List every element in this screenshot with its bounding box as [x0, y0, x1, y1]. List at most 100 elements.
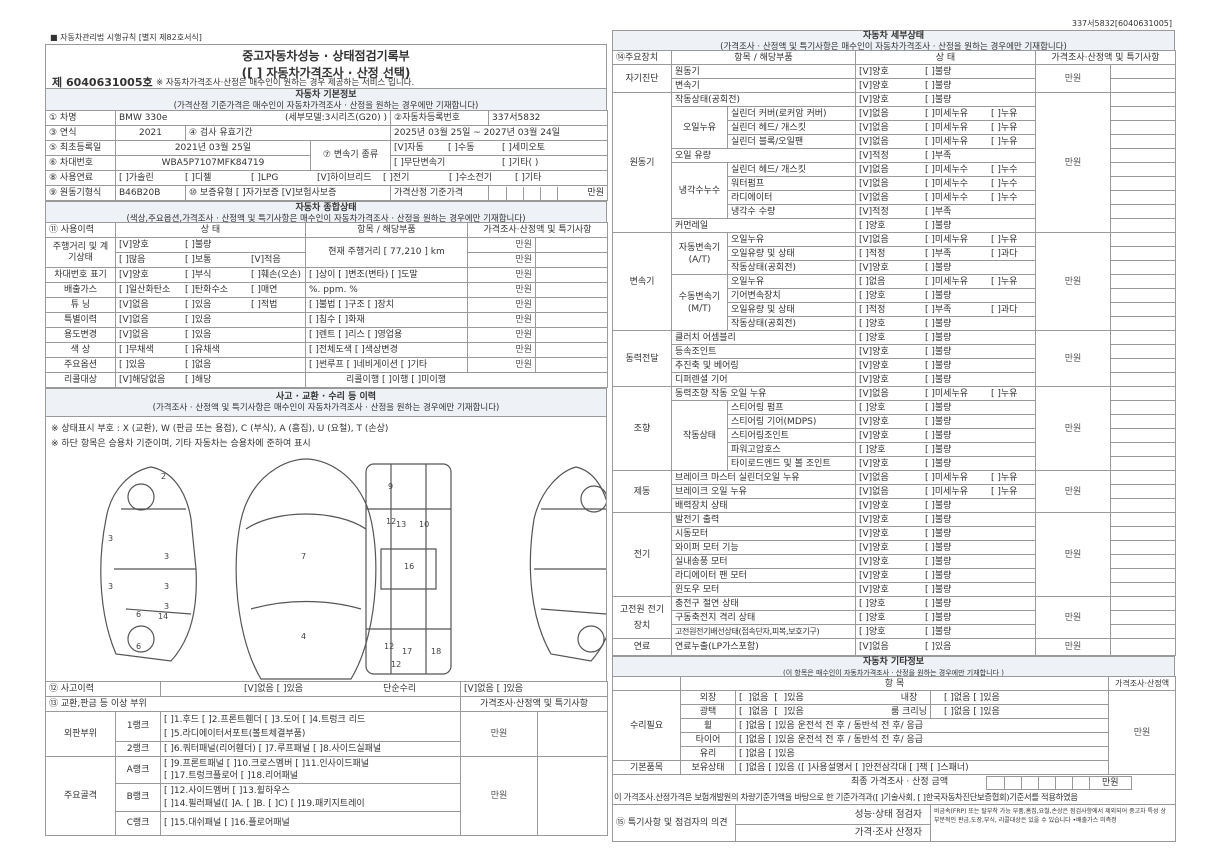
table-row: 수동변속기 (M/T) 오일누유[ ]없음 [ ]미세누유 [ ]누유: [613, 274, 1177, 331]
label: B랭크: [114, 783, 162, 812]
label: 배출가스: [45, 282, 116, 298]
accident-history-value: [V]없음 [ ]있음 단순수리: [160, 681, 462, 697]
notes-cell: [1109, 414, 1177, 429]
option: [ ]불량: [925, 66, 952, 77]
label: 타이어: [680, 732, 736, 747]
table-row: 작동상태(공회전) [V]양호 [ ]불량: [613, 260, 1177, 275]
label: 가격·조사 산정자: [735, 824, 931, 842]
option: [ ]부족: [925, 150, 952, 161]
option: [ ]있음: [185, 329, 212, 340]
option: [ ]있음: [185, 299, 212, 310]
status: [V]양호 [ ]불량: [855, 344, 1036, 359]
option: [V]양호: [859, 360, 889, 371]
notes-cell: [1109, 428, 1177, 443]
section-note: (가격산정 기준가격은 매수인이 자동차가격조사 · 산정을 원하는 경우에만 …: [173, 101, 479, 111]
warranty-type: ⑩ 보증유형 [ ]자가보증 [V]보험사보증: [184, 185, 392, 201]
status: [ ]적정 [ ]부족 [ ]과다: [855, 302, 1036, 317]
section-note: (가격조사 · 산정액 및 특기사항은 매수인이 자동차가격조사 · 산정을 원…: [152, 403, 500, 413]
table-row: 동력전달 클러치 어셈블리[ ]양호 [ ]불량 만원: [612, 330, 1177, 387]
item: 와이퍼 모터 기능: [671, 540, 856, 555]
option: [V]없음: [859, 108, 889, 119]
item: [ ]전체도색 [ ]색상변경: [305, 342, 468, 358]
item: 추진축 및 베어링: [671, 358, 856, 373]
item: 발전기 출력: [671, 512, 856, 527]
item: 브레이크 오일 누유: [671, 484, 856, 499]
section-title: 사고 · 교환 · 수리 등 이력: [275, 392, 377, 402]
item: 워터펌프: [727, 176, 856, 191]
option: [V]양호: [859, 66, 889, 77]
engine-type: B46B20B: [115, 185, 186, 201]
notes-cell: [1109, 610, 1177, 625]
section-note: (가격조사 · 산정액 및 특기사항은 매수인이 자동차가격조사 · 산정을 원…: [720, 42, 1067, 52]
option: [V]없음: [119, 314, 149, 325]
option: [ ]적법: [251, 299, 278, 310]
subcategory-label: 작동상태: [671, 400, 728, 471]
option: [ ]미세누수: [925, 192, 969, 203]
price-basis: 이 가격조사.산정가격은 보험개발원의 차량기준가액을 바탕으로 한 기준가격과…: [611, 790, 1177, 805]
table-row: 변속기 자동변속기 (A/T) 오일누유 [V]없음[ ]미세누유[ ]누유 만원: [612, 232, 1177, 331]
notes-cell: [1109, 568, 1177, 583]
label: ③ 연식: [45, 125, 116, 141]
status: [V]양호 [ ]불량: [855, 568, 1036, 583]
label: 단순수리: [383, 683, 417, 694]
notes-cell: [1109, 288, 1177, 303]
part-number-label: 6: [136, 642, 141, 651]
table-row: 윈도우 모터 [V]양호 [ ]불량: [613, 582, 1177, 597]
notes-cell: [534, 297, 609, 313]
status: [ ]있음 [ ]없음: [115, 357, 306, 373]
part-number-label: 9: [388, 482, 393, 491]
category-label: 동력전달: [612, 330, 672, 387]
notes-cell: [1109, 624, 1177, 639]
label: ① 차명: [45, 110, 116, 126]
label: ⑮ 특기사항 및 점검자의 의견: [612, 804, 736, 842]
price-unit: 만원: [1035, 470, 1111, 513]
status: [V]없음 [ ]미세누유 [ ]누유: [855, 106, 1036, 121]
parts-line: [ ]9.프론트패널 [ ]10.크로스멤버 [ ]11.인사이드패널: [164, 759, 370, 769]
recall-item: 리콜이행 [ ]이행 [ ]미이행: [304, 372, 609, 388]
document-number: 제 6040631005호: [52, 76, 153, 89]
rank2-parts: [ ]6.쿼터패널(리어휀더) [ ]7.루프패널 [ ]8.사이드실패널: [160, 741, 462, 757]
price-unit: 만원: [460, 756, 539, 836]
option: [ ]미세누유: [925, 122, 969, 133]
notes-cell: [1109, 232, 1177, 247]
part-number-label: 3: [108, 582, 113, 591]
item: 오일누유: [727, 232, 856, 247]
label: A랭크: [114, 756, 162, 784]
option: [V]양호: [859, 528, 889, 539]
category-label: 전기: [612, 512, 672, 597]
table-row: 이 가격조사.산정가격은 보험개발원의 차량기준가액을 바탕으로 한 기준가격과…: [611, 790, 1177, 805]
table-row: 가격·조사 산정자: [613, 824, 1176, 842]
notes-cell: [1109, 526, 1177, 541]
option: [V]없음: [119, 299, 149, 310]
notes-cell: [537, 711, 609, 757]
notes-cell: [1109, 596, 1177, 611]
left-page: 중고자동차성능 · 상태점검기록부 ([ ] 자동차가격조사 · 산정 선택) …: [44, 44, 609, 836]
wheel-icon: [127, 625, 155, 653]
option: [ ]많음: [119, 254, 146, 265]
option: [V]양호: [859, 262, 889, 273]
label: 유리: [680, 746, 736, 761]
option: [V]없음: [859, 642, 889, 652]
extra-cell: 룸 크리닝 [ ]없음 [ ]있음: [891, 704, 1110, 719]
status: [V]없음 [ ]미세누유 [ ]누유: [855, 484, 1036, 499]
option: [V]적정: [859, 206, 889, 217]
value: [ ]없음 [ ]있음: [944, 692, 1000, 703]
inspection-period: 2025년 03월 25일 ~ 2027년 03월 24일: [390, 125, 609, 141]
option: [ ]미세누유: [925, 388, 969, 399]
part-number-label: 10: [419, 520, 429, 529]
option: [ ]무단변속기: [394, 157, 446, 168]
recall-status: [V]해당없음 [ ]해당: [115, 372, 306, 388]
notes-cell: [1109, 316, 1177, 331]
accident-history: [V]없음 [ ]있음: [244, 683, 304, 694]
label: 가격산정 기준가격: [390, 185, 490, 201]
table-row: 수리필요 외장[ ]없음 [ ]있음 내장[ ]없음 [ ]있음 만원: [612, 690, 1177, 775]
status: [V]없음 [ ]미세누유 [ ]누유: [855, 232, 1036, 247]
column-header: ⑪ 사용이력: [45, 222, 116, 238]
status: [ ]적정 [ ]부족 [ ]과다: [855, 246, 1036, 261]
table-row: 타이로드엔드 및 볼 조인트 [V]양호 [ ]불량: [613, 456, 1177, 471]
notes-cell: [534, 267, 609, 283]
option: [ ]누유: [991, 276, 1018, 287]
status: [V]양호 [ ]불량: [855, 456, 1036, 471]
price-unit: 만원: [467, 357, 536, 373]
status: [ ]양호 [ ]불량: [855, 330, 1036, 345]
